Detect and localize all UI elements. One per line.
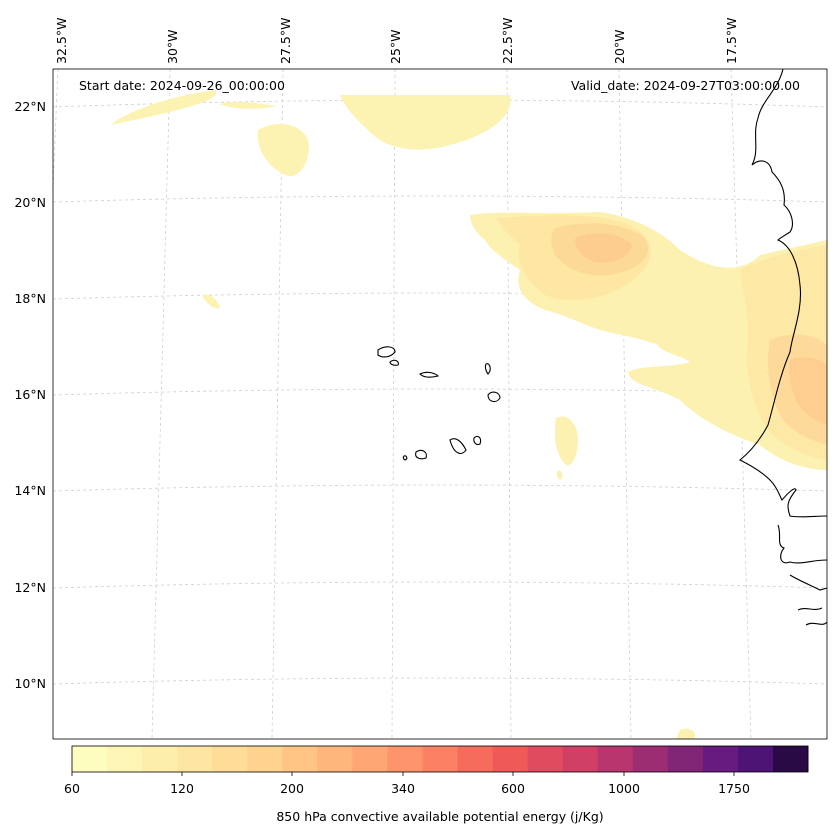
colorbar-swatch — [107, 746, 143, 772]
lon-label-30w: 30°W — [165, 29, 180, 64]
parallel-16n — [52, 388, 828, 396]
colorbar-tick-labels: 60 120 200 340 600 1000 1750 — [64, 781, 750, 796]
colorbar-swatch — [142, 746, 178, 772]
colorbar-swatches — [72, 746, 809, 772]
valid-date-label: Valid_date: 2024-09-27T03:00:00.00 — [571, 78, 800, 93]
latitude-labels: 22°N 20°N 18°N 16°N 14°N 12°N 10°N — [14, 99, 46, 691]
santiago-island — [449, 438, 467, 454]
colorbar-swatch — [282, 746, 318, 772]
lat-label-18n: 18°N — [14, 291, 46, 306]
colorbar-swatch — [457, 746, 493, 772]
lat-label-16n: 16°N — [14, 387, 46, 402]
cape-field — [110, 90, 827, 739]
santo-antao-island — [377, 346, 396, 358]
cape-contour — [340, 95, 511, 150]
cape-contour — [556, 470, 563, 480]
colorbar-tick-label: 120 — [170, 781, 194, 796]
coastal-islets — [805, 621, 828, 626]
parallel-10n — [52, 677, 828, 685]
sal-island — [484, 363, 491, 375]
colorbar-swatch — [772, 746, 809, 772]
colorbar-swatch — [72, 746, 108, 772]
lon-label-22-5w: 22.5°W — [500, 18, 515, 64]
colorbar-swatch — [212, 746, 248, 772]
brava-island — [402, 455, 408, 461]
colorbar-swatch — [422, 746, 458, 772]
map-frame — [52, 68, 828, 740]
cape-contour — [676, 728, 696, 739]
africa-coastline — [738, 68, 828, 518]
colorbar-swatch — [317, 746, 353, 772]
colorbar-swatch — [492, 746, 529, 772]
longitude-labels: 32.5°W 30°W 27.5°W 25°W 22.5°W 20°W 17.5… — [54, 18, 739, 64]
meridian-27-5w — [271, 68, 284, 740]
lon-label-25w: 25°W — [388, 29, 403, 64]
colorbar-label: 850 hPa convective available potential e… — [276, 809, 603, 824]
meridian-25w — [391, 68, 396, 740]
meridian-30w — [151, 68, 171, 740]
parallel-18n — [52, 292, 828, 300]
lon-label-17-5w: 17.5°W — [724, 18, 739, 64]
colorbar-swatch — [597, 746, 634, 772]
sao-vicente-island — [389, 359, 399, 366]
colorbar-tick-label: 1750 — [718, 781, 750, 796]
parallel-20n — [52, 195, 828, 203]
lon-label-20w: 20°W — [612, 29, 627, 64]
meridian-20w — [618, 68, 632, 740]
colorbar-tick-label: 200 — [280, 781, 304, 796]
lon-label-27-5w: 27.5°W — [278, 18, 293, 64]
meridian-22-5w — [506, 68, 512, 740]
colorbar-swatch — [527, 746, 564, 772]
colorbar-swatch — [702, 746, 739, 772]
sao-nicolau-island — [419, 371, 440, 378]
colorbar-swatch — [632, 746, 669, 772]
lat-label-14n: 14°N — [14, 483, 46, 498]
cape-contour — [554, 416, 578, 466]
parallel-12n — [52, 581, 828, 589]
cape-contour — [789, 357, 827, 425]
colorbar-tick-label: 340 — [391, 781, 415, 796]
guinea-bissau-coast — [777, 524, 828, 564]
lat-label-22n: 22°N — [14, 99, 46, 114]
colorbar-swatch — [562, 746, 599, 772]
coastlines — [377, 68, 828, 626]
start-date-label: Start date: 2024-09-26_00:00:00 — [79, 78, 285, 93]
fogo-island — [415, 449, 427, 460]
cape-contour — [202, 294, 220, 309]
colorbar-swatch — [667, 746, 704, 772]
lat-label-12n: 12°N — [14, 580, 46, 595]
lat-label-20n: 20°N — [14, 195, 46, 210]
guinea-coast — [789, 574, 828, 591]
colorbar-tick-label: 1000 — [608, 781, 640, 796]
bijagos-islands — [797, 607, 823, 611]
meridian-17-5w — [730, 68, 752, 740]
colorbar-swatch — [737, 746, 774, 772]
colorbar-tick-label: 600 — [501, 781, 525, 796]
colorbar-ticks — [71, 772, 735, 776]
cape-contour — [219, 101, 276, 109]
colorbar-swatch — [247, 746, 283, 772]
meridian-32-5w — [52, 68, 59, 189]
colorbar-swatch — [387, 746, 423, 772]
lon-label-32-5w: 32.5°W — [54, 18, 69, 64]
colorbar-swatch — [177, 746, 213, 772]
colorbar-swatch — [352, 746, 388, 772]
colorbar-tick-label: 60 — [64, 781, 80, 796]
cape-contour — [575, 233, 632, 263]
cape-contour — [110, 90, 217, 125]
boa-vista-island — [487, 391, 501, 403]
lat-label-10n: 10°N — [14, 676, 46, 691]
maio-island — [473, 435, 482, 446]
parallel-14n — [52, 484, 828, 492]
colorbar-frame — [71, 745, 809, 773]
cape-contour — [257, 124, 309, 177]
